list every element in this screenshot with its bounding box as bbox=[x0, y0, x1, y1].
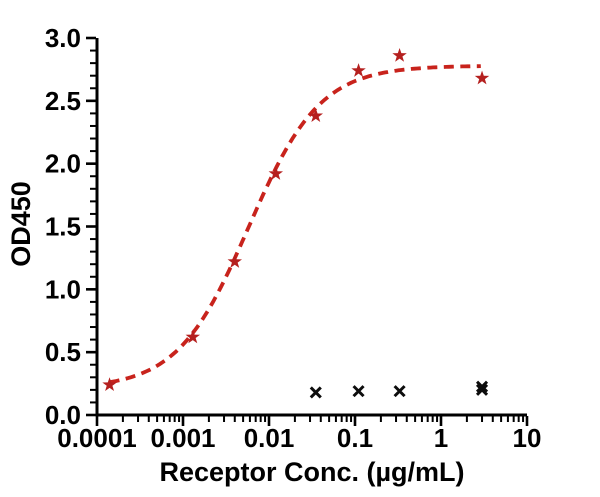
data-point-x-marker bbox=[352, 385, 365, 398]
y-tick-label: 3.0 bbox=[45, 23, 81, 53]
y-tick-label: 2.0 bbox=[45, 149, 81, 179]
data-point-star-marker bbox=[102, 377, 117, 391]
x-tick-label: 0.001 bbox=[150, 423, 215, 453]
data-point-star-marker bbox=[308, 108, 324, 123]
data-marker-layer bbox=[102, 47, 490, 399]
y-axis-title: OD450 bbox=[6, 181, 36, 267]
x-tick-label: 10 bbox=[513, 423, 542, 453]
y-tick-label: 0.0 bbox=[45, 400, 81, 430]
data-point-x-marker bbox=[475, 383, 489, 396]
tick-label-layer: 0.0 0.5 1.0 1.5 2.0 2.5 3.0 0.0001 0.001 0.01 0.1 1… bbox=[45, 23, 542, 453]
data-point-x-marker bbox=[475, 380, 489, 393]
fit-curve-dashed bbox=[109, 64, 481, 385]
data-point-x-marker bbox=[309, 386, 322, 399]
y-tick-label: 2.5 bbox=[45, 86, 81, 116]
x-tick-label: 0.1 bbox=[337, 423, 373, 453]
data-point-star-marker bbox=[351, 63, 366, 77]
data-point-star-marker bbox=[268, 166, 284, 180]
y-tick-label: 0.5 bbox=[45, 337, 81, 367]
data-point-x-marker bbox=[393, 385, 406, 398]
data-point-star-marker bbox=[474, 70, 490, 85]
x-tick-label: 0.0001 bbox=[57, 423, 137, 453]
axes-spines bbox=[95, 38, 527, 417]
y-tick-label: 1.5 bbox=[45, 212, 81, 242]
axis-layer bbox=[86, 36, 529, 426]
data-point-star-marker bbox=[227, 254, 243, 268]
fit-curve-layer bbox=[109, 64, 481, 385]
data-point-star-marker bbox=[392, 47, 407, 62]
y-tick-label: 1.0 bbox=[45, 274, 81, 304]
data-point-star-marker bbox=[185, 329, 201, 344]
x-tick-label: 1 bbox=[434, 423, 448, 453]
x-tick-label: 0.01 bbox=[244, 423, 295, 453]
x-axis-title: Receptor Conc. (µg/mL) bbox=[159, 457, 464, 487]
